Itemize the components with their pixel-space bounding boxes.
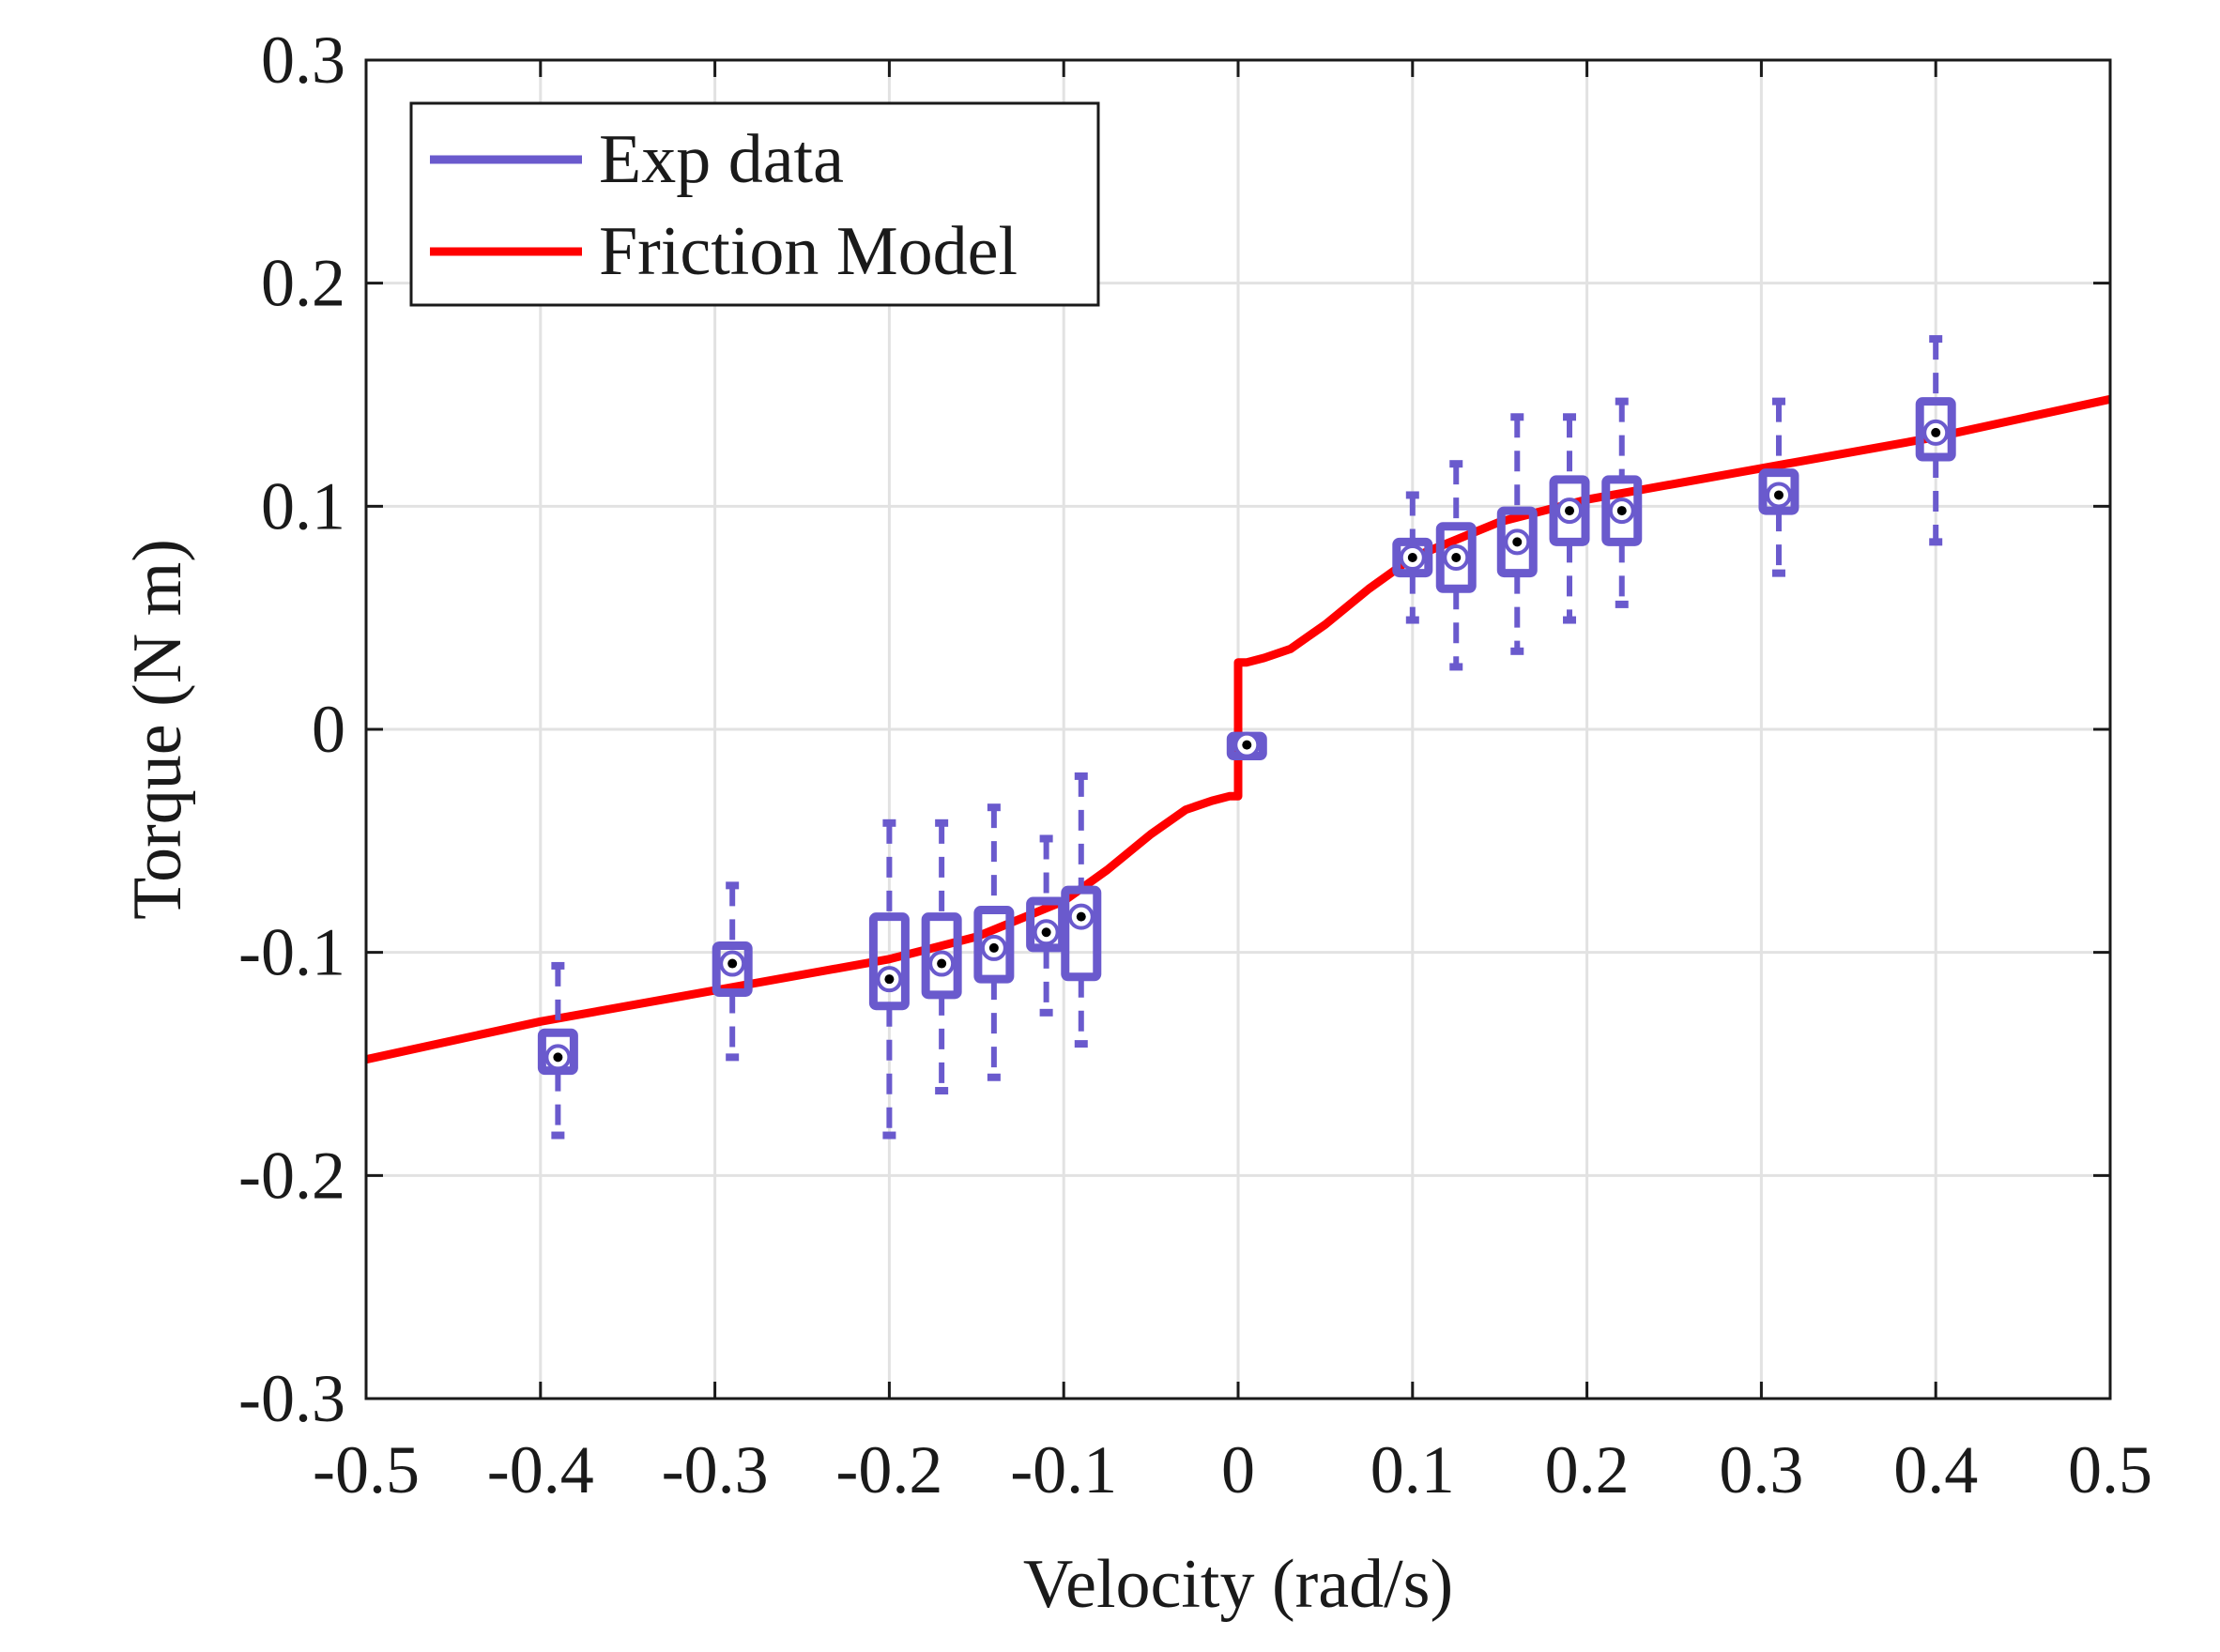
y-tick-label: 0 bbox=[312, 692, 345, 767]
axes-frame bbox=[364, 58, 2112, 1400]
box-median-dot bbox=[727, 958, 738, 969]
exp-data-layer bbox=[537, 335, 1956, 1140]
x-tick-label: 0.5 bbox=[2068, 1432, 2152, 1507]
y-tick-label: 0.2 bbox=[261, 246, 345, 321]
legend: Exp data Friction Model bbox=[409, 101, 1100, 307]
box-plot bbox=[973, 803, 1015, 1081]
box-iqr bbox=[1758, 468, 1799, 515]
x-axis-label: Velocity (rad/s) bbox=[1023, 1546, 1453, 1623]
box-median-dot bbox=[1407, 552, 1417, 562]
box-median-dot bbox=[553, 1052, 563, 1063]
friction-model-line bbox=[365, 394, 2111, 1064]
tick-labels: -0.5 -0.4 -0.3 -0.2 -0.1 0 0.1 0.2 0.3 0.4 0.5 -0.3… bbox=[238, 23, 2152, 1507]
box-iqr bbox=[868, 912, 910, 1011]
legend-label-exp-data: Exp data bbox=[599, 121, 844, 198]
box-median-dot bbox=[1512, 537, 1523, 547]
legend-box bbox=[409, 101, 1100, 307]
friction-model-layer bbox=[365, 394, 2111, 1064]
box-iqr bbox=[1549, 475, 1590, 546]
y-tick-label: 0.1 bbox=[261, 468, 345, 543]
x-tick-label: 0 bbox=[1221, 1432, 1255, 1507]
box-plot bbox=[537, 961, 578, 1140]
y-tick-label: 0.3 bbox=[261, 23, 345, 98]
box-plot bbox=[868, 818, 910, 1140]
box-iqr bbox=[921, 912, 962, 1000]
box-plot bbox=[1549, 413, 1590, 624]
box-iqr bbox=[1601, 475, 1643, 546]
x-tick-label: -0.4 bbox=[487, 1432, 594, 1507]
box-plot bbox=[1758, 397, 1799, 577]
y-tick-label: -0.2 bbox=[238, 1138, 345, 1213]
x-tick-label: -0.3 bbox=[662, 1432, 769, 1507]
box-median-dot bbox=[988, 942, 999, 953]
box-plot bbox=[921, 818, 962, 1095]
box-plot bbox=[1915, 335, 1956, 546]
box-median-dot bbox=[1242, 740, 1252, 750]
box-median-dot bbox=[1076, 911, 1086, 922]
box-plot bbox=[1226, 731, 1267, 761]
x-tick-label: -0.1 bbox=[1010, 1432, 1117, 1507]
box-iqr bbox=[712, 941, 753, 997]
box-iqr bbox=[1496, 506, 1538, 578]
box-median-dot bbox=[1041, 927, 1051, 938]
x-tick-label: 0.1 bbox=[1370, 1432, 1455, 1507]
box-plot bbox=[712, 881, 753, 1062]
legend-label-friction-model: Friction Model bbox=[599, 213, 1018, 290]
box-plot bbox=[1392, 491, 1433, 624]
box-iqr bbox=[537, 1028, 578, 1076]
box-plot bbox=[1496, 413, 1538, 655]
box-iqr bbox=[1915, 397, 1956, 462]
x-tick-label: 0.2 bbox=[1545, 1432, 1630, 1507]
box-median-dot bbox=[1616, 506, 1627, 516]
x-tick-label: 0.4 bbox=[1893, 1432, 1978, 1507]
box-plot bbox=[1061, 772, 1102, 1048]
box-median-dot bbox=[937, 958, 947, 969]
box-median-dot bbox=[1773, 490, 1784, 500]
box-iqr bbox=[1392, 537, 1433, 578]
box-plot bbox=[1601, 397, 1643, 608]
plot-area bbox=[365, 335, 2111, 1140]
box-plot bbox=[1026, 834, 1067, 1017]
box-median-dot bbox=[1451, 552, 1462, 562]
box-iqr bbox=[1435, 522, 1477, 593]
box-plot bbox=[1435, 460, 1477, 671]
x-tick-label: -0.5 bbox=[313, 1432, 420, 1507]
box-median-dot bbox=[884, 974, 895, 985]
box-median-dot bbox=[1565, 506, 1575, 516]
y-tick-label: -0.3 bbox=[238, 1361, 345, 1436]
box-iqr bbox=[1061, 885, 1102, 982]
x-tick-label: -0.2 bbox=[835, 1432, 942, 1507]
y-tick-label: -0.1 bbox=[238, 915, 345, 990]
box-iqr bbox=[973, 906, 1015, 984]
y-axis-label: Torque (N m) bbox=[119, 539, 196, 920]
x-tick-label: 0.3 bbox=[1719, 1432, 1803, 1507]
box-median-dot bbox=[1931, 427, 1941, 437]
